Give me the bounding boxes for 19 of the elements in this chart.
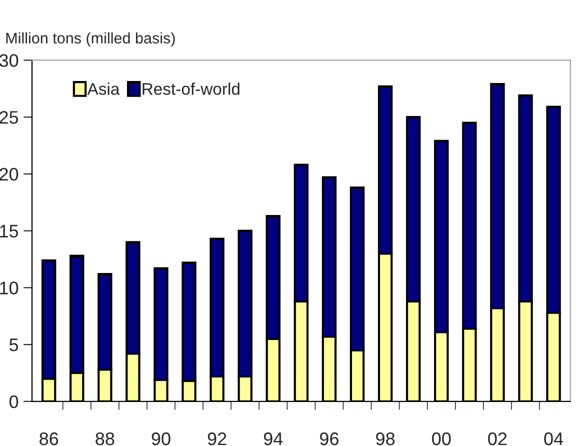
y-tick-label: 10 [0,282,18,294]
x-tick-label: 96 [320,432,338,446]
x-tick-label: 92 [208,432,226,446]
x-tick-label: 98 [376,432,395,446]
y-tick-label: 20 [0,168,18,181]
x-tick-label: 88 [96,432,114,446]
x-tick-label: 00 [432,432,451,446]
y-tick-label: 15 [0,224,18,238]
y-tick-label: 0 [9,395,18,408]
y-tick-label: 25 [0,111,18,124]
x-tick-label: 02 [488,432,507,446]
x-tick-label: 90 [152,432,170,446]
x-tick-label: 04 [544,432,564,446]
y-axis-title: Million tons (milled basis) [6,32,175,47]
x-tick-label: 94 [264,432,283,446]
y-tick-label: 5 [9,338,18,352]
legend-label: Rest-of-world [142,82,240,95]
legend-label: Asia [87,82,120,95]
x-tick-label: 86 [40,432,58,446]
